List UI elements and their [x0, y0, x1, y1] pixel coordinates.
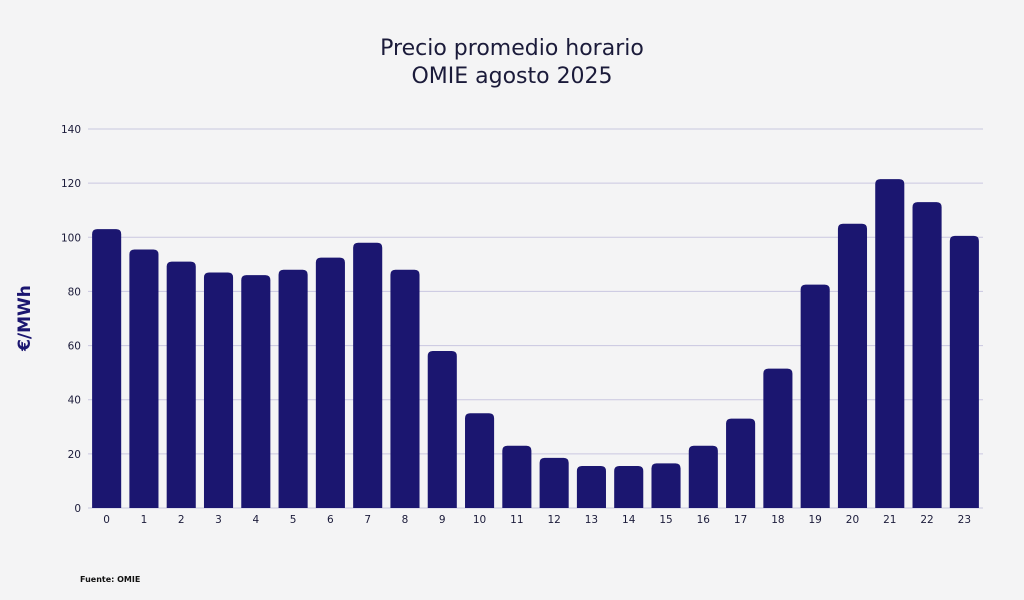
- x-tick-label: 1: [141, 514, 148, 526]
- y-tick-label: 60: [68, 341, 81, 353]
- bar-hour-18: [763, 368, 793, 508]
- x-tick-label: 6: [327, 514, 334, 526]
- bar-hour-19: [800, 284, 830, 508]
- x-tick-label: 9: [439, 514, 446, 526]
- chart-title-line-1: Precio promedio horario: [380, 36, 644, 61]
- bar-hour-8: [390, 269, 420, 508]
- x-tick-label: 12: [547, 514, 560, 526]
- x-tick-label: 23: [958, 514, 971, 526]
- bar-hour-3: [203, 272, 234, 508]
- bar-hour-21: [875, 179, 905, 508]
- x-tick-label: 5: [290, 514, 297, 526]
- bar-hour-11: [502, 445, 532, 508]
- y-tick-label: 120: [61, 178, 81, 190]
- bar-hour-4: [241, 275, 271, 508]
- bar-hour-20: [837, 223, 868, 508]
- x-tick-label: 17: [734, 514, 747, 526]
- bar-hour-5: [278, 269, 308, 508]
- x-tick-label: 16: [697, 514, 711, 526]
- x-tick-label: 20: [846, 514, 859, 526]
- x-tick-label: 18: [771, 514, 784, 526]
- bar-hour-14: [614, 466, 644, 508]
- x-tick-label: 11: [510, 514, 523, 526]
- bars: [92, 179, 979, 509]
- bar-hour-13: [576, 466, 606, 508]
- x-tick-label: 3: [215, 514, 222, 526]
- x-tick-label: 8: [402, 514, 409, 526]
- x-tick-label: 19: [809, 514, 822, 526]
- y-axis-label: €/MWh: [15, 285, 35, 352]
- y-tick-label: 100: [61, 232, 81, 244]
- bar-hour-0: [92, 229, 122, 508]
- x-tick-label: 15: [659, 514, 672, 526]
- bar-hour-9: [427, 350, 457, 508]
- bar-hour-22: [912, 202, 942, 509]
- x-tick-label: 4: [252, 514, 259, 526]
- y-tick-label: 140: [61, 124, 81, 136]
- y-tick-label: 20: [68, 449, 81, 461]
- x-tick-label: 2: [178, 514, 185, 526]
- bar-hour-6: [315, 257, 345, 508]
- bar-hour-12: [539, 457, 569, 508]
- bar-hour-17: [726, 418, 756, 508]
- x-tick-label: 10: [473, 514, 486, 526]
- y-tick-label: 0: [74, 503, 81, 515]
- y-tick-label: 40: [68, 395, 81, 407]
- x-tick-label: 7: [364, 514, 371, 526]
- x-tick-label: 13: [585, 514, 598, 526]
- bar-hour-15: [651, 463, 681, 508]
- x-axis-ticks: 0 1 2 3 4 5 6 7 8 9 10 11 12 13 14 15 16 17 18 19 20 21 22 23: [103, 514, 971, 526]
- bar-hour-23: [949, 235, 979, 509]
- x-tick-label: 21: [883, 514, 896, 526]
- y-tick-label: 80: [68, 286, 81, 298]
- bar-hour-10: [465, 413, 495, 508]
- x-tick-label: 0: [103, 514, 110, 526]
- bar-hour-7: [353, 242, 383, 508]
- source-note: Fuente: OMIE: [80, 575, 140, 584]
- x-tick-label: 22: [920, 514, 933, 526]
- bar-hour-16: [688, 445, 718, 508]
- bar-hour-2: [166, 261, 196, 508]
- x-tick-label: 14: [622, 514, 636, 526]
- chart-title-line-2: OMIE agosto 2025: [411, 64, 612, 89]
- gridlines: [88, 128, 983, 509]
- y-axis-ticks: 0 20 40 60 80 100 120 140: [61, 124, 81, 515]
- bar-hour-1: [129, 249, 159, 509]
